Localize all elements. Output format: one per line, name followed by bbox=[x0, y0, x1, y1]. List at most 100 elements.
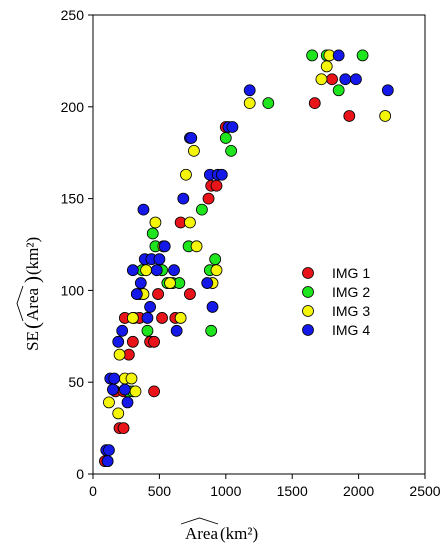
x-tick-label: 1500 bbox=[277, 483, 308, 499]
data-point bbox=[209, 253, 222, 266]
data-point bbox=[180, 168, 192, 181]
data-point bbox=[190, 240, 203, 253]
data-point bbox=[195, 203, 208, 216]
y-tick-label: 150 bbox=[61, 191, 85, 207]
x-axis: 0 500 1000 1500 2000 2500 bbox=[89, 474, 441, 499]
data-point bbox=[144, 301, 157, 313]
data-point bbox=[243, 84, 256, 97]
data-point bbox=[184, 288, 196, 300]
data-points bbox=[99, 49, 394, 468]
data-point bbox=[206, 301, 219, 313]
data-point bbox=[332, 49, 345, 62]
y-axis-unit: (km²) bbox=[23, 237, 42, 275]
y-axis-close-paren: ) bbox=[20, 276, 44, 283]
data-point bbox=[140, 264, 153, 277]
data-point bbox=[126, 312, 139, 324]
data-point bbox=[215, 168, 228, 181]
plot-frame bbox=[92, 14, 426, 475]
data-point bbox=[184, 216, 196, 229]
legend-label: IMG 2 bbox=[332, 284, 370, 300]
y-tick-label: 0 bbox=[76, 466, 84, 482]
data-point bbox=[118, 383, 131, 396]
legend-marker bbox=[302, 286, 314, 298]
data-point bbox=[158, 240, 171, 253]
data-point bbox=[112, 407, 125, 420]
data-point bbox=[243, 97, 256, 110]
data-point bbox=[202, 192, 215, 205]
data-point bbox=[153, 253, 166, 266]
data-point bbox=[141, 312, 154, 324]
x-axis-hat-mark bbox=[180, 517, 219, 525]
data-point bbox=[134, 277, 147, 289]
data-point bbox=[152, 288, 164, 300]
legend-label: IMG 1 bbox=[332, 265, 370, 281]
legend-label: IMG 3 bbox=[332, 303, 370, 319]
x-tick-label: 500 bbox=[148, 483, 172, 499]
data-point bbox=[156, 312, 168, 324]
y-tick-label: 200 bbox=[61, 99, 85, 115]
data-point bbox=[339, 73, 352, 86]
data-point bbox=[177, 192, 190, 205]
y-axis-label-prefix: SE bbox=[23, 331, 42, 351]
data-point bbox=[113, 348, 126, 361]
data-point bbox=[107, 383, 119, 396]
data-point bbox=[205, 324, 218, 337]
legend-marker bbox=[302, 305, 314, 317]
y-axis-open-paren: ( bbox=[20, 322, 44, 329]
data-point bbox=[148, 335, 160, 348]
x-tick-label: 2000 bbox=[343, 483, 374, 499]
data-point bbox=[101, 455, 114, 468]
y-axis-label-inner: Area bbox=[23, 288, 42, 321]
data-point bbox=[219, 132, 232, 144]
y-axis-hat-mark bbox=[16, 285, 24, 322]
data-point bbox=[141, 324, 154, 337]
legend: IMG 1 IMG 2 IMG 3 IMG 4 bbox=[302, 265, 370, 338]
data-point bbox=[332, 84, 345, 97]
legend-label: IMG 4 bbox=[332, 322, 370, 338]
data-point bbox=[210, 179, 223, 192]
data-point bbox=[343, 110, 356, 122]
data-point bbox=[121, 396, 134, 409]
data-point bbox=[164, 277, 176, 289]
legend-marker bbox=[302, 267, 314, 279]
data-point bbox=[149, 216, 162, 229]
data-point bbox=[103, 396, 115, 409]
data-point bbox=[116, 324, 129, 337]
data-point bbox=[381, 84, 394, 97]
data-point bbox=[168, 264, 180, 277]
data-point bbox=[350, 73, 362, 86]
data-point bbox=[320, 60, 333, 73]
data-point bbox=[112, 335, 125, 348]
data-point bbox=[188, 144, 200, 157]
y-axis: 0 50 100 150 200 250 bbox=[61, 7, 93, 482]
data-point bbox=[356, 49, 369, 62]
y-tick-label: 50 bbox=[68, 374, 84, 390]
x-axis-title: Area (km²) bbox=[180, 517, 258, 543]
y-axis-title: SE ( Area ) (km²) bbox=[16, 237, 44, 351]
data-point bbox=[225, 144, 238, 157]
data-point bbox=[130, 288, 143, 300]
data-point bbox=[262, 97, 275, 110]
data-point bbox=[108, 372, 121, 385]
data-point bbox=[137, 203, 150, 216]
series-3 bbox=[103, 49, 392, 420]
data-point bbox=[150, 264, 163, 277]
legend-marker bbox=[302, 324, 314, 336]
data-point bbox=[129, 385, 142, 398]
plot-area bbox=[92, 14, 426, 475]
data-point bbox=[146, 227, 159, 240]
data-point bbox=[315, 73, 328, 86]
data-point bbox=[117, 422, 130, 435]
data-point bbox=[201, 277, 214, 289]
x-axis-unit: (km²) bbox=[220, 524, 258, 543]
data-point bbox=[174, 312, 187, 324]
y-tick-label: 250 bbox=[61, 7, 85, 23]
data-point bbox=[226, 121, 239, 133]
x-tick-label: 2500 bbox=[409, 483, 440, 499]
data-point bbox=[326, 73, 338, 86]
data-point bbox=[103, 444, 115, 457]
data-point bbox=[379, 110, 392, 122]
y-tick-label: 100 bbox=[61, 282, 85, 298]
data-point bbox=[126, 264, 139, 277]
